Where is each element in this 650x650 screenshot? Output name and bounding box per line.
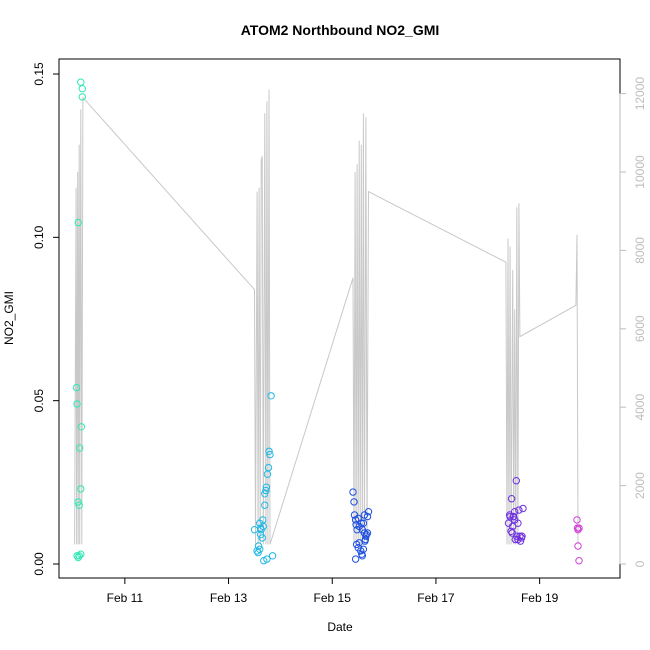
data-point [507, 495, 516, 503]
data-point [575, 524, 583, 532]
data-point [363, 529, 372, 537]
y-tick-label: 0.00 [32, 552, 46, 576]
data-point [351, 555, 360, 563]
data-point [364, 508, 373, 516]
y-tick-label: 0.10 [32, 225, 46, 249]
data-point [518, 532, 526, 540]
y-tick-label: 0.05 [32, 389, 46, 413]
altitude-line-layer [74, 89, 579, 545]
y-tick-label: 0.15 [32, 62, 46, 86]
data-point [77, 550, 85, 558]
y2-tick-label: 6000 [633, 315, 647, 342]
data-point [515, 506, 523, 514]
data-point [264, 463, 273, 472]
x-tick-label: Feb 17 [417, 591, 455, 605]
data-point [574, 526, 582, 534]
data-point [514, 519, 522, 527]
data-point [72, 383, 81, 392]
data-point [262, 483, 271, 491]
data-point [250, 526, 259, 534]
data-point [74, 498, 82, 506]
y2-tick-label: 8000 [633, 237, 647, 264]
data-point [357, 519, 365, 527]
data-point [73, 552, 81, 560]
x-axis-title: Date [327, 620, 353, 634]
data-point [268, 552, 277, 560]
data-point [259, 522, 267, 531]
data-point [73, 400, 81, 408]
data-point [74, 218, 82, 227]
data-point [359, 519, 368, 527]
data-point [507, 527, 515, 535]
data-point [516, 537, 525, 545]
data-point [77, 78, 85, 86]
data-point [261, 490, 269, 498]
data-point [573, 516, 581, 524]
data-point [509, 512, 517, 521]
data-point [508, 529, 516, 537]
x-tick-label: Feb 13 [210, 591, 248, 605]
data-point [263, 555, 271, 563]
data-point [76, 444, 84, 452]
data-point [363, 512, 372, 521]
y2-tick-label: 0 [633, 560, 647, 567]
altitude-line [74, 89, 579, 545]
data-point [258, 534, 266, 542]
y2-tick-label: 2000 [633, 472, 647, 499]
x-tick-label: Feb 11 [107, 591, 144, 605]
data-point [267, 392, 275, 400]
y2-tick-label: 4000 [633, 394, 647, 421]
x-axis: Feb 11 Feb 13 Feb 15 Feb 17 Feb 19 [107, 577, 559, 605]
data-point [512, 477, 520, 485]
data-point [575, 557, 583, 565]
data-point [254, 542, 263, 550]
data-point [75, 552, 83, 560]
data-point [262, 486, 270, 495]
data-point [511, 535, 519, 544]
data-point [75, 501, 83, 509]
data-point [350, 498, 358, 506]
x-tick-label: Feb 19 [521, 591, 559, 605]
data-point [349, 488, 357, 496]
data-point [77, 423, 86, 431]
y-axis-title: NO2_GMI [2, 291, 16, 345]
plot-frame [58, 58, 621, 579]
data-point [359, 545, 368, 553]
data-point [78, 93, 87, 101]
data-point [574, 542, 582, 550]
y-axis-left: 0.00 0.05 0.10 0.15 [32, 62, 60, 576]
data-point [266, 450, 274, 459]
y2-tick-label: 12000 [633, 77, 647, 111]
data-point [257, 530, 265, 539]
scatter-points-layer [72, 78, 583, 565]
x-tick-label: Feb 15 [314, 591, 352, 605]
y2-tick-label: 10000 [633, 155, 647, 189]
data-point [519, 504, 527, 513]
data-point [78, 85, 87, 93]
y-axis-right: 0 2000 4000 6000 8000 10000 12000 [619, 77, 647, 567]
data-point [265, 447, 273, 455]
data-point [361, 537, 369, 545]
data-point [77, 485, 85, 493]
chart-title: ATOM2 Northbound NO2_GMI [241, 22, 440, 38]
data-point [511, 508, 519, 516]
data-point [256, 545, 264, 553]
data-point [261, 501, 269, 509]
